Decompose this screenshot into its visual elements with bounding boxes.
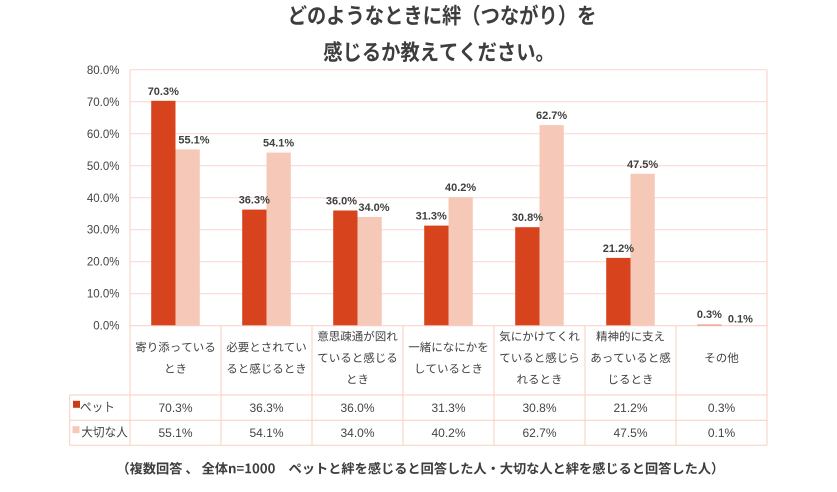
svg-text:20.0%: 20.0% [87,257,120,269]
svg-text:47.5%: 47.5% [627,159,658,171]
svg-text:54.1%: 54.1% [249,426,283,440]
svg-text:34.0%: 34.0% [340,426,374,440]
svg-text:30.0%: 30.0% [87,225,120,237]
svg-text:21.2%: 21.2% [603,243,634,255]
svg-text:55.1%: 55.1% [178,134,209,146]
svg-text:0.1%: 0.1% [708,426,736,440]
svg-text:36.0%: 36.0% [340,401,374,415]
svg-text:47.5%: 47.5% [613,426,647,440]
svg-text:70.3%: 70.3% [148,86,179,98]
svg-text:0.0%: 0.0% [93,321,119,333]
svg-text:50.0%: 50.0% [87,161,120,173]
svg-text:62.7%: 62.7% [522,426,556,440]
svg-text:31.3%: 31.3% [431,401,465,415]
svg-text:36.0%: 36.0% [326,196,357,208]
svg-text:21.2%: 21.2% [613,401,647,415]
svg-text:70.3%: 70.3% [158,401,192,415]
svg-text:36.3%: 36.3% [249,401,283,415]
svg-text:60.0%: 60.0% [87,129,120,141]
svg-text:70.0%: 70.0% [87,97,120,109]
svg-text:55.1%: 55.1% [158,426,192,440]
svg-text:31.3%: 31.3% [416,211,447,223]
svg-text:40.0%: 40.0% [87,193,120,205]
svg-text:40.2%: 40.2% [445,182,476,194]
svg-text:80.0%: 80.0% [87,65,120,77]
svg-text:34.0%: 34.0% [358,202,389,214]
svg-text:0.3%: 0.3% [697,309,722,321]
svg-text:36.3%: 36.3% [239,195,270,207]
svg-text:62.7%: 62.7% [536,110,567,122]
svg-text:10.0%: 10.0% [87,289,120,301]
svg-text:40.2%: 40.2% [431,426,465,440]
svg-text:30.8%: 30.8% [512,212,543,224]
svg-text:0.1%: 0.1% [728,314,753,326]
svg-text:30.8%: 30.8% [522,401,556,415]
svg-text:54.1%: 54.1% [263,138,294,150]
svg-text:0.3%: 0.3% [708,401,736,415]
